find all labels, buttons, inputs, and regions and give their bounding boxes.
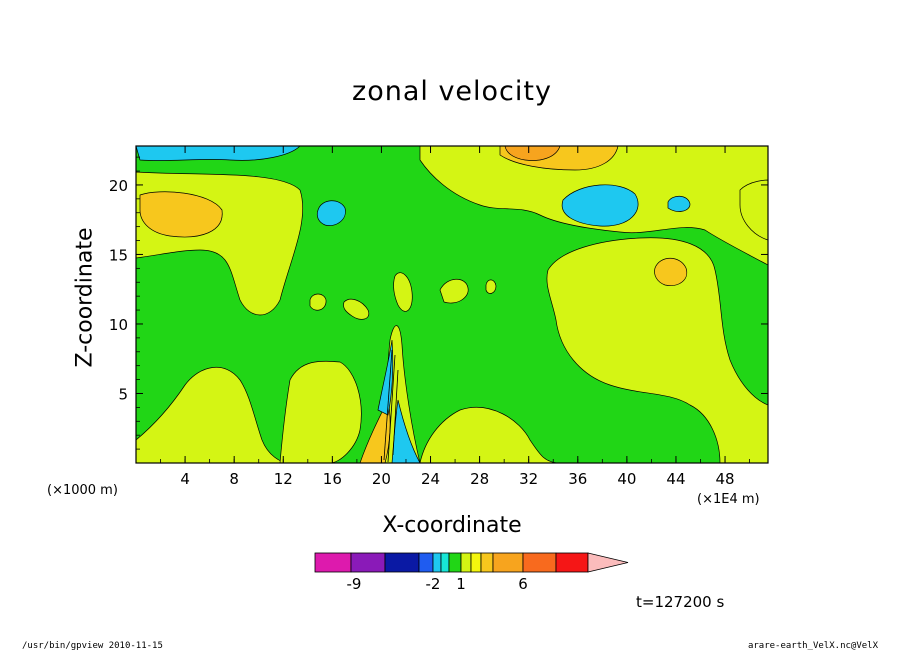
x-tick-label: 44 xyxy=(666,470,685,488)
band-right-lower xyxy=(419,407,561,463)
patch-top-orange-core xyxy=(504,146,561,161)
lobe-upper-left xyxy=(139,191,223,238)
patch-small-yellow-3 xyxy=(343,298,370,320)
colorbar-bin xyxy=(384,552,420,573)
jet-streak-2 xyxy=(392,369,399,456)
jet-streak-1 xyxy=(387,354,396,463)
footer-left: /usr/bin/gpview 2010-11-15 xyxy=(22,641,163,651)
colorbar-bin xyxy=(460,552,472,573)
colorbar-label: -9 xyxy=(347,575,362,593)
colorbar-label: -2 xyxy=(426,575,441,593)
colorbar-bin xyxy=(448,552,462,573)
patch-right-edge-yellow xyxy=(739,179,768,241)
patch-cyan-right-small xyxy=(667,195,691,212)
colorbar: -9 -2 1 6 xyxy=(314,552,629,593)
patch-middle-right-yellow xyxy=(439,278,469,304)
patch-cyan-right xyxy=(561,184,639,227)
colorbar-over-arrow xyxy=(587,552,629,573)
x-tick-label: 48 xyxy=(716,470,735,488)
patch-cyan-upper-left xyxy=(136,146,301,161)
y-tick-label: 15 xyxy=(109,246,128,264)
x-axis-label: X-coordinate xyxy=(382,513,522,538)
colorbar-bin xyxy=(555,552,589,573)
patch-small-yellow-2 xyxy=(309,293,327,311)
colorbar-bin xyxy=(440,552,450,573)
x-tick-label: 20 xyxy=(372,470,391,488)
colorbar-bin xyxy=(522,552,557,573)
patch-right-orange xyxy=(654,257,688,286)
jet-cyan-upper xyxy=(377,339,394,416)
x-unit-left: (×1000 m) xyxy=(47,483,118,498)
x-tick-label: 28 xyxy=(470,470,489,488)
colorbar-bin xyxy=(432,552,442,573)
x-tick-label: 36 xyxy=(568,470,587,488)
chart-title: zonal velocity xyxy=(352,76,552,107)
x-tick-label: 12 xyxy=(274,470,293,488)
colorbar-label: 1 xyxy=(456,575,466,593)
time-label: t=127200 s xyxy=(636,593,725,611)
patch-small-yellow-1 xyxy=(485,279,497,294)
colorbar-bin xyxy=(350,552,386,573)
plot-frame xyxy=(135,145,769,464)
colorbar-label: 6 xyxy=(518,575,528,593)
y-tick-label: 10 xyxy=(109,316,128,334)
footer-right: arare-earth_VelX.nc@VelX xyxy=(747,641,878,651)
y-tick-label: 20 xyxy=(109,177,128,195)
colorbar-bin xyxy=(314,552,352,573)
x-tick-label: 8 xyxy=(229,470,239,488)
colorbar-bin xyxy=(492,552,524,573)
x-unit-right: (×1E4 m) xyxy=(697,492,760,507)
x-tick-label: 4 xyxy=(180,470,190,488)
x-tick-label: 16 xyxy=(323,470,342,488)
patch-cyan-mid xyxy=(316,200,346,226)
band-lower-middle xyxy=(279,360,362,463)
colorbar-bin xyxy=(470,552,482,573)
y-tick-label: 5 xyxy=(118,385,128,403)
band-right-large xyxy=(546,237,768,463)
colorbar-bin xyxy=(480,552,494,573)
x-tick-label: 24 xyxy=(421,470,440,488)
x-tick-label: 32 xyxy=(519,470,538,488)
jet-streak-0 xyxy=(383,349,393,461)
x-tick-label: 40 xyxy=(617,470,636,488)
colorbar-bin xyxy=(418,552,434,573)
y-axis-label: Z-coordinate xyxy=(72,227,98,368)
band-lower-left xyxy=(136,366,291,463)
contour-field xyxy=(136,146,768,463)
patch-middle-yellow xyxy=(393,272,413,312)
